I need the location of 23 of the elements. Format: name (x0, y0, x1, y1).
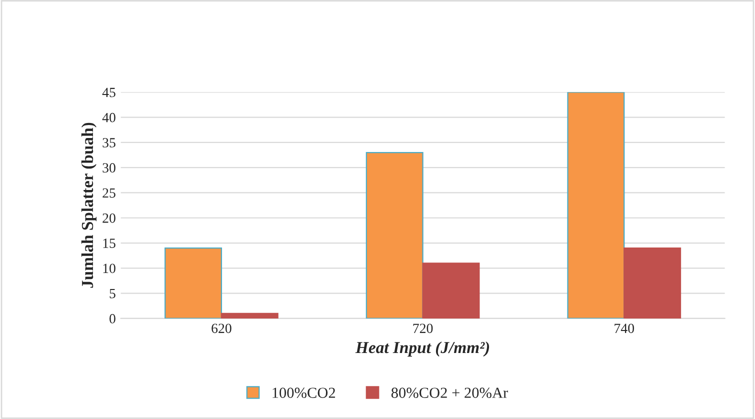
y-tick-label: 0 (110, 314, 116, 324)
y-axis-title: Jumlah Splatter (buah) (81, 122, 96, 288)
y-tick-label: 5 (110, 289, 116, 298)
x-tick-label: 620 (212, 324, 232, 334)
y-tick-label: 10 (103, 264, 116, 274)
legend-label: 80%CO2 + 20%Ar (391, 388, 508, 398)
bar (220, 312, 278, 318)
y-tick-label: 20 (102, 213, 116, 223)
y-tick-label: 35 (102, 138, 116, 148)
bar (164, 247, 222, 318)
y-tick-label: 40 (102, 112, 116, 122)
y-tick-label: 15 (103, 238, 116, 248)
bar (567, 92, 625, 318)
x-tick-label: 740 (614, 324, 634, 334)
y-tick-label: 45 (102, 88, 116, 98)
y-tick-label: 30 (102, 163, 116, 173)
x-axis-title: Heat Input (J/mm²) (355, 341, 490, 357)
bar (366, 152, 424, 318)
x-tick-label: 720 (413, 324, 433, 334)
bar (422, 262, 480, 318)
bar (624, 247, 682, 318)
y-tick-label: 25 (102, 188, 116, 198)
legend-label: 100%CO2 (272, 388, 336, 398)
